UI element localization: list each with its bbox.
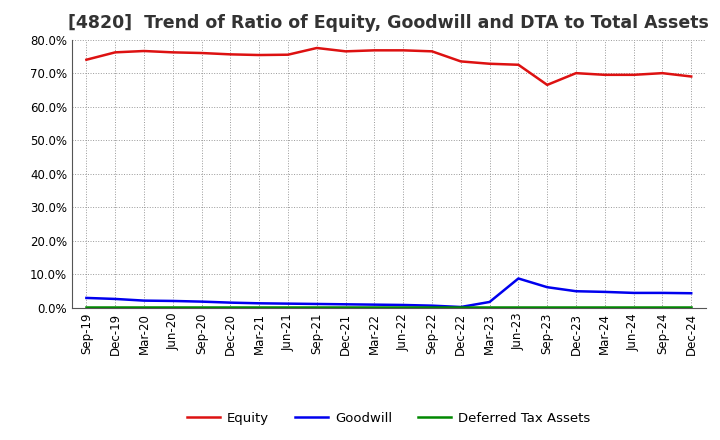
Goodwill: [600, 289, 609, 294]
Deferred Tax Assets: [370, 304, 379, 310]
Equity: [370, 48, 379, 53]
Goodwill: [168, 298, 177, 304]
Equity: [226, 52, 235, 57]
Deferred Tax Assets: [658, 304, 667, 310]
Goodwill: [341, 302, 350, 307]
Goodwill: [111, 296, 120, 301]
Deferred Tax Assets: [629, 304, 638, 310]
Goodwill: [543, 285, 552, 290]
Equity: [82, 57, 91, 62]
Deferred Tax Assets: [284, 304, 292, 310]
Equity: [485, 61, 494, 66]
Deferred Tax Assets: [140, 304, 148, 310]
Deferred Tax Assets: [82, 304, 91, 310]
Goodwill: [226, 300, 235, 305]
Equity: [658, 70, 667, 76]
Equity: [543, 82, 552, 88]
Equity: [312, 45, 321, 51]
Goodwill: [428, 303, 436, 308]
Deferred Tax Assets: [428, 304, 436, 310]
Deferred Tax Assets: [111, 304, 120, 310]
Title: [4820]  Trend of Ratio of Equity, Goodwill and DTA to Total Assets: [4820] Trend of Ratio of Equity, Goodwil…: [68, 15, 709, 33]
Equity: [255, 52, 264, 58]
Deferred Tax Assets: [341, 304, 350, 310]
Equity: [197, 50, 206, 55]
Deferred Tax Assets: [255, 304, 264, 310]
Goodwill: [140, 298, 148, 303]
Equity: [456, 59, 465, 64]
Equity: [399, 48, 408, 53]
Equity: [284, 52, 292, 57]
Goodwill: [399, 302, 408, 308]
Line: Equity: Equity: [86, 48, 691, 85]
Deferred Tax Assets: [399, 304, 408, 310]
Goodwill: [284, 301, 292, 306]
Goodwill: [485, 299, 494, 304]
Goodwill: [197, 299, 206, 304]
Equity: [600, 72, 609, 77]
Goodwill: [82, 295, 91, 301]
Goodwill: [370, 302, 379, 307]
Goodwill: [514, 276, 523, 281]
Deferred Tax Assets: [485, 304, 494, 310]
Deferred Tax Assets: [687, 304, 696, 310]
Equity: [140, 48, 148, 54]
Goodwill: [687, 290, 696, 296]
Goodwill: [572, 289, 580, 294]
Deferred Tax Assets: [312, 304, 321, 310]
Goodwill: [255, 301, 264, 306]
Deferred Tax Assets: [572, 304, 580, 310]
Equity: [168, 50, 177, 55]
Legend: Equity, Goodwill, Deferred Tax Assets: Equity, Goodwill, Deferred Tax Assets: [182, 407, 595, 430]
Goodwill: [456, 304, 465, 310]
Equity: [629, 72, 638, 77]
Equity: [572, 70, 580, 76]
Goodwill: [629, 290, 638, 296]
Deferred Tax Assets: [456, 304, 465, 310]
Equity: [687, 74, 696, 79]
Deferred Tax Assets: [168, 304, 177, 310]
Line: Goodwill: Goodwill: [86, 279, 691, 307]
Goodwill: [312, 301, 321, 307]
Equity: [428, 49, 436, 54]
Deferred Tax Assets: [197, 304, 206, 310]
Equity: [341, 49, 350, 54]
Deferred Tax Assets: [600, 304, 609, 310]
Deferred Tax Assets: [226, 304, 235, 310]
Deferred Tax Assets: [543, 304, 552, 310]
Goodwill: [658, 290, 667, 296]
Equity: [111, 50, 120, 55]
Deferred Tax Assets: [514, 304, 523, 310]
Equity: [514, 62, 523, 67]
